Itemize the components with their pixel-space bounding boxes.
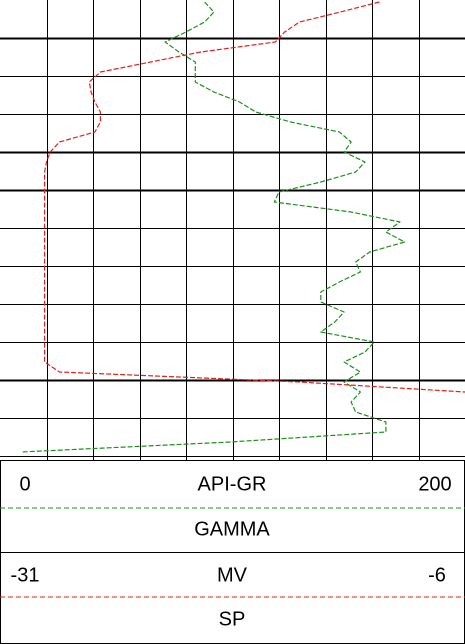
log-curve	[20, 1, 406, 453]
log-curve	[44, 1, 465, 393]
sp-min: -31	[11, 564, 40, 586]
gamma-max: 200	[418, 473, 451, 495]
sp-name: SP	[219, 608, 246, 630]
sp-unit: MV	[217, 564, 248, 586]
gamma-min: 0	[19, 473, 30, 495]
gamma-name: GAMMA	[194, 518, 270, 540]
gamma-unit: API-GR	[198, 473, 267, 495]
sp-max: -6	[428, 564, 446, 586]
grid	[0, 0, 465, 460]
